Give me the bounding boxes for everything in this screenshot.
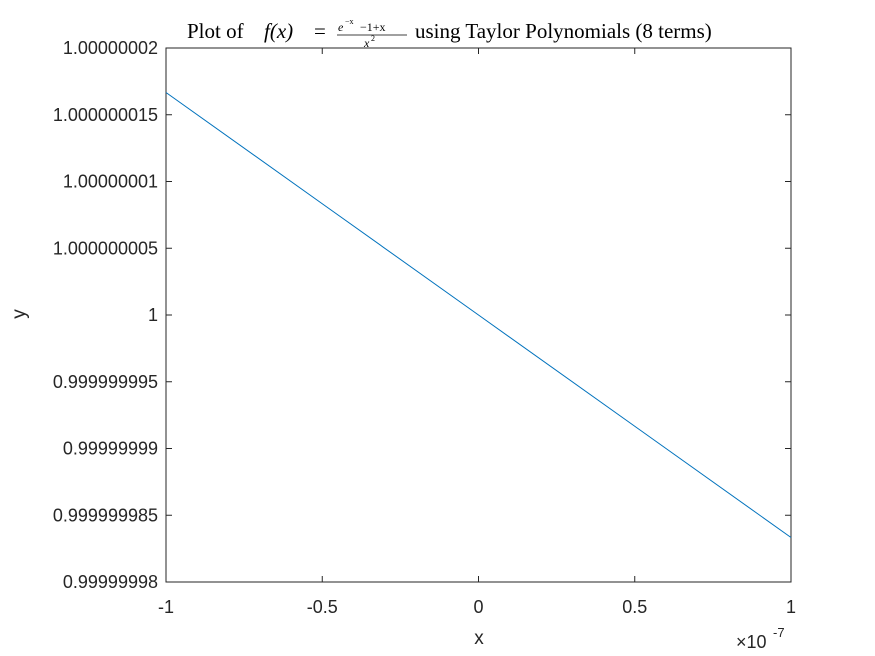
x-axis-exponent-power: -7 [773, 625, 785, 640]
x-axis-exponent: ×10 -7 [736, 625, 785, 652]
x-tick-label: 0.5 [622, 597, 647, 617]
x-axis-label: x [474, 628, 484, 649]
y-tick-label: 1.000000015 [53, 105, 158, 125]
title-numerator-rest: −1+x [360, 20, 386, 34]
title-equals: = [314, 19, 326, 43]
y-axis-label: y [9, 309, 30, 319]
title-denominator-exponent: 2 [371, 34, 375, 43]
y-tick-label: 0.999999985 [53, 505, 158, 525]
y-tick-label: 1.00000001 [63, 172, 158, 192]
y-tick-label: 0.999999995 [53, 372, 158, 392]
y-tick-label: 0.99999999 [63, 439, 158, 459]
title-numerator-base: e [338, 20, 344, 34]
title-numerator-exponent: −x [345, 17, 354, 26]
x-tick-label: -0.5 [307, 597, 338, 617]
chart-title: Plot of f(x) = e −x −1+x x 2 using Taylo… [187, 17, 712, 50]
x-tick-label: 0 [473, 597, 483, 617]
y-axis-ticks [166, 47, 791, 583]
y-tick-label: 1 [148, 305, 158, 325]
y-axis-tick-labels: 0.99999998 0.999999985 0.99999999 0.9999999… [53, 38, 158, 592]
series-line [165, 92, 792, 538]
x-tick-label: -1 [158, 597, 174, 617]
y-tick-label: 0.99999998 [63, 572, 158, 592]
y-tick-label: 1.00000002 [63, 38, 158, 58]
title-denominator-base: x [363, 36, 370, 50]
x-axis-tick-labels: -1 -0.5 0 0.5 1 [158, 597, 796, 617]
y-tick-label: 1.000000005 [53, 238, 158, 258]
x-axis-ticks [165, 48, 792, 582]
series-group [165, 92, 792, 538]
title-function: f(x) [264, 19, 293, 43]
x-tick-label: 1 [786, 597, 796, 617]
title-suffix: using Taylor Polynomials (8 terms) [415, 19, 712, 43]
title-prefix: Plot of [187, 19, 244, 43]
x-axis-exponent-base: ×10 [736, 632, 767, 652]
